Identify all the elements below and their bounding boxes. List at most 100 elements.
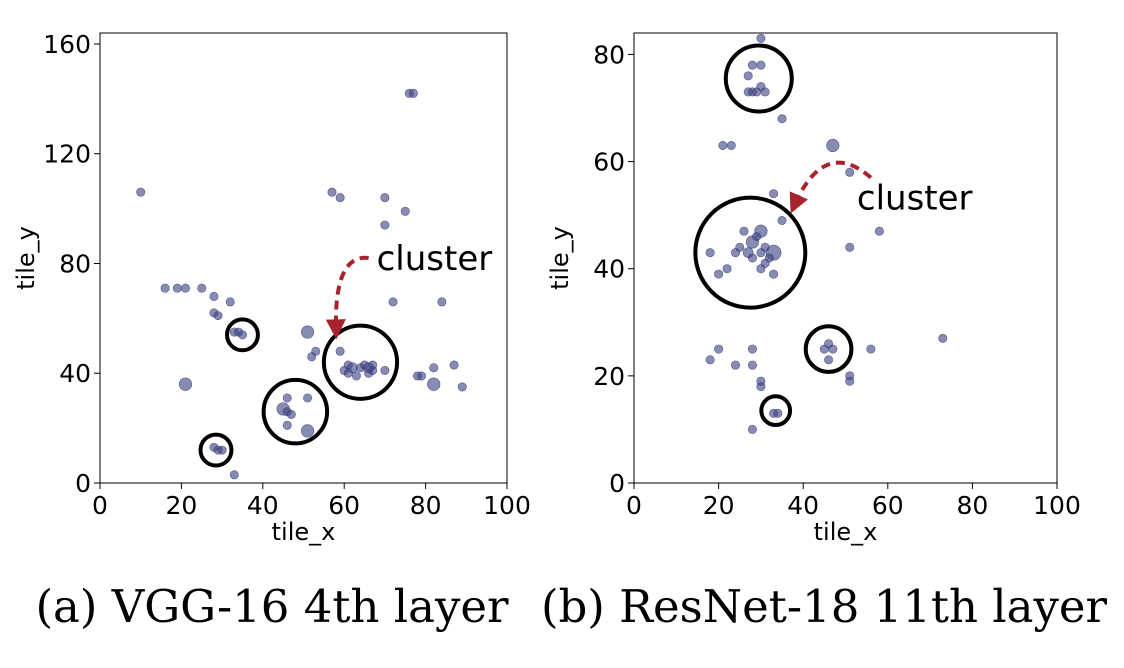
data-point	[213, 311, 223, 321]
subfigure-caption: (a) VGG-16 4th layer	[35, 580, 509, 633]
cluster-circle	[261, 377, 330, 446]
data-point	[705, 355, 715, 365]
data-point	[300, 325, 315, 339]
cluster-circle	[803, 324, 854, 374]
data-point	[335, 193, 345, 203]
cluster-circle	[759, 394, 793, 428]
data-point	[760, 258, 770, 268]
annotation-label: cluster	[857, 179, 973, 219]
y-tick-label: 120	[43, 140, 91, 169]
data-point	[754, 224, 768, 238]
x-tick-label: 40	[247, 491, 279, 520]
data-point	[335, 346, 345, 356]
annotation-arrow	[789, 160, 873, 214]
data-point	[773, 408, 783, 418]
x-tick-label: 20	[703, 491, 735, 520]
data-point	[714, 344, 724, 354]
data-point	[938, 333, 948, 343]
data-point	[866, 344, 876, 354]
data-point	[845, 167, 855, 177]
data-point	[726, 141, 736, 151]
cluster-circle	[321, 323, 400, 401]
y-axis-label: tile_y	[546, 226, 574, 290]
data-point	[209, 291, 219, 301]
y-axis-label: tile_y	[12, 226, 40, 290]
data-point	[300, 424, 315, 438]
y-tick-label: 60	[593, 148, 625, 177]
data-point	[735, 242, 745, 252]
data-point	[286, 409, 296, 419]
y-tick-label: 20	[593, 362, 625, 391]
data-point	[449, 360, 459, 370]
data-point	[760, 87, 770, 97]
x-axis-label: tile_x	[814, 518, 878, 546]
data-point	[388, 297, 398, 307]
data-point	[417, 371, 427, 381]
data-point	[756, 33, 766, 43]
y-tick-label: 40	[593, 255, 625, 284]
data-point	[351, 371, 361, 381]
y-tick-label: 0	[609, 469, 625, 498]
plot-frame	[99, 32, 508, 484]
data-point	[752, 87, 762, 97]
data-point	[429, 363, 439, 373]
data-point	[282, 420, 292, 430]
x-tick-label: 60	[872, 491, 904, 520]
data-point	[747, 344, 757, 354]
data-point	[136, 187, 146, 197]
data-point	[225, 297, 235, 307]
cluster-circle	[723, 43, 794, 114]
data-point	[380, 365, 390, 375]
annotation-arrow	[325, 255, 369, 340]
chart-vgg16-4th-layer: 0 20 40 60 80 100 0 40 80 120 160 tile_x tile_y clust…	[12, 30, 531, 633]
y-tick-label: 0	[75, 469, 91, 498]
data-point	[346, 362, 358, 374]
data-point	[722, 264, 732, 274]
data-point	[237, 330, 247, 340]
data-point	[731, 360, 741, 370]
x-tick-label: 0	[92, 491, 108, 520]
data-point	[718, 141, 728, 151]
x-tick-label: 20	[165, 491, 197, 520]
data-point	[368, 360, 378, 370]
data-point	[828, 344, 838, 354]
data-point	[408, 88, 418, 98]
data-point	[874, 226, 884, 236]
x-tick-label: 100	[1033, 491, 1081, 520]
data-point	[180, 283, 190, 293]
x-tick-label: 40	[787, 491, 819, 520]
data-point	[824, 355, 834, 365]
x-tick-label: 0	[626, 491, 642, 520]
data-point	[380, 193, 390, 203]
subfigure-caption: (b) ResNet-18 11th layer	[541, 580, 1108, 633]
y-tick-label: 80	[59, 249, 91, 278]
data-point	[769, 269, 779, 279]
cluster-circle	[224, 317, 260, 353]
x-axis-label: tile_x	[272, 518, 336, 546]
x-tick-label: 80	[410, 491, 442, 520]
data-point	[739, 226, 749, 236]
data-point	[160, 283, 170, 293]
data-point	[229, 470, 239, 480]
plot-frame	[633, 32, 1058, 484]
data-point	[845, 242, 855, 252]
data-point	[777, 114, 787, 124]
data-point	[765, 244, 782, 261]
data-point	[826, 138, 840, 153]
data-point	[769, 189, 779, 199]
data-point	[777, 216, 787, 226]
data-point	[743, 71, 753, 81]
data-point	[747, 60, 757, 70]
cluster-circle	[198, 432, 234, 468]
data-point	[756, 60, 766, 70]
data-point	[747, 424, 757, 434]
data-point	[303, 393, 313, 403]
cluster-circle	[693, 195, 808, 310]
y-tick-label: 160	[43, 30, 91, 59]
data-point	[756, 382, 766, 392]
data-point	[327, 187, 337, 197]
data-point	[400, 206, 410, 216]
data-point	[311, 346, 321, 356]
data-point	[178, 377, 193, 391]
data-point	[172, 283, 182, 293]
